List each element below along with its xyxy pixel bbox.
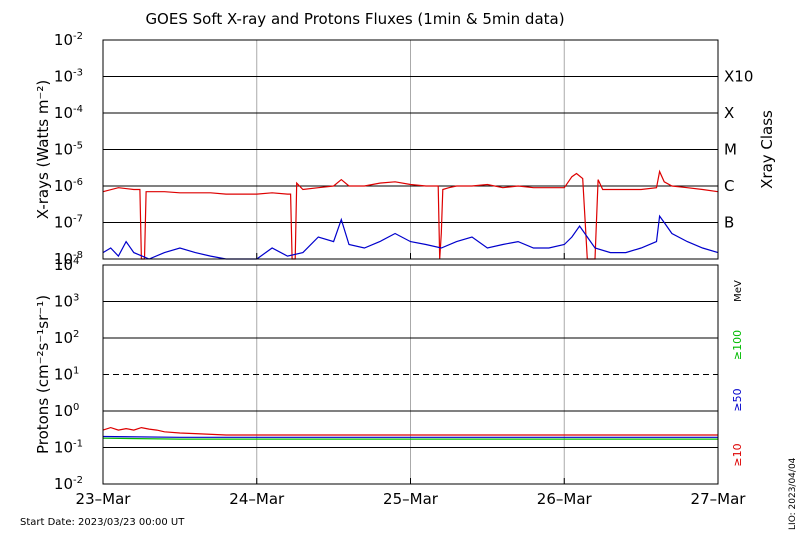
y-tick-label: 10: [54, 177, 73, 195]
proton-legend-2: ≥100: [731, 330, 744, 360]
y-axis-label: X-rays (Watts m⁻²): [34, 80, 52, 219]
y-tick-exponent: 2: [73, 329, 79, 340]
y-tick-exponent: -5: [73, 141, 83, 152]
y-tick-exponent: -4: [73, 104, 83, 115]
y-tick-exponent: 4: [73, 256, 79, 267]
y-tick-base: 10: [54, 402, 73, 420]
y-tick-base: 10: [54, 31, 73, 49]
y-tick-label: 10: [54, 68, 73, 86]
y-tick-label: 10: [54, 214, 73, 232]
y-tick-label: 10: [54, 329, 73, 347]
y-tick-base: 10: [54, 214, 73, 232]
series-line-2: [102, 437, 718, 440]
start-date: Start Date: 2023/03/23 00:00 UT: [20, 517, 185, 528]
y-tick-exponent: -6: [73, 177, 83, 188]
y-tick-label: 10: [54, 31, 73, 49]
xray-class-axis-label: Xray Class: [758, 110, 776, 189]
y-tick-base: 10: [54, 366, 73, 384]
y-tick-exponent: 3: [73, 293, 79, 304]
credit-label: HELIO: 2023/04/04: [788, 457, 798, 530]
xray-class-label: M: [724, 141, 737, 159]
y-tick-label: 10: [54, 104, 73, 122]
chart-title: GOES Soft X-ray and Protons Fluxes (1min…: [145, 10, 564, 28]
x-tick-label: 27–Mar: [691, 490, 747, 508]
xray-class-label: X: [724, 104, 734, 122]
y-tick-base: 10: [54, 68, 73, 86]
y-axis-label: Protons (cm⁻²s⁻¹sr⁻¹): [34, 295, 52, 454]
energy-unit-label: MeV: [733, 280, 744, 302]
y-tick-base: 10: [54, 475, 73, 493]
xray-class-label: X10: [724, 68, 753, 86]
x-tick-label: 25–Mar: [383, 490, 439, 508]
y-tick-base: 10: [54, 256, 73, 274]
x-tick-label: 26–Mar: [537, 490, 593, 508]
y-tick-exponent: -8: [73, 250, 83, 261]
y-tick-base: 10: [54, 329, 73, 347]
xray-class-label: C: [724, 177, 734, 195]
series-line-0: [102, 426, 718, 436]
y-tick-base: 10: [54, 177, 73, 195]
x-tick-label: 24–Mar: [229, 490, 285, 508]
y-tick-exponent: -3: [73, 68, 83, 79]
y-tick-label: 10: [54, 366, 73, 384]
proton-legend-0: ≥10: [731, 443, 744, 466]
y-tick-exponent: 1: [73, 366, 79, 377]
y-tick-label: 10: [54, 475, 73, 493]
y-tick-label: 10: [54, 402, 73, 420]
y-tick-exponent: -7: [73, 214, 83, 225]
x-tick-label: 23–Mar: [76, 490, 132, 508]
y-tick-label: 10: [54, 293, 73, 311]
y-tick-exponent: -2: [73, 31, 83, 42]
y-tick-exponent: -1: [73, 439, 83, 450]
y-tick-label: 10: [54, 141, 73, 159]
y-tick-label: 10: [54, 439, 73, 457]
y-tick-exponent: -2: [73, 475, 83, 486]
y-tick-base: 10: [54, 439, 73, 457]
y-tick-base: 10: [54, 250, 73, 268]
xray-panel: 10-210-310-410-510-610-710 -8X-rays (Watt…: [34, 31, 776, 268]
y-tick-label: 10: [54, 256, 73, 274]
series-line-1: [102, 435, 718, 438]
y-tick-exponent: 0: [73, 402, 79, 413]
proton-legend-1: ≥50: [731, 388, 744, 411]
y-tick-base: 10: [54, 293, 73, 311]
y-tick-label: 10: [54, 250, 73, 268]
xray-class-label: B: [724, 214, 734, 232]
y-tick-base: 10: [54, 141, 73, 159]
series-line-1: [102, 214, 719, 260]
y-tick-base: 10: [54, 104, 73, 122]
series-line-0: [102, 169, 719, 260]
